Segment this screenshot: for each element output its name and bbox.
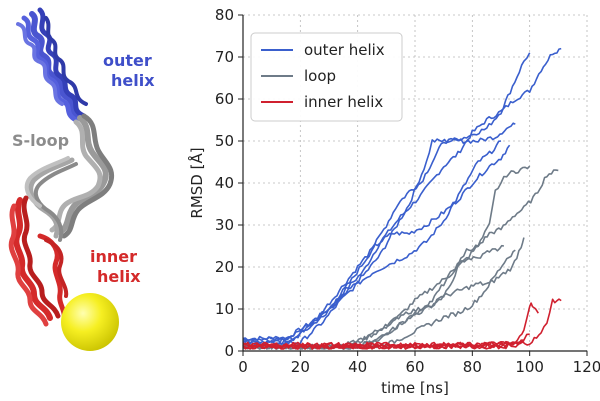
y-tick-label-2: 20 (215, 258, 234, 276)
series-1-run-4 (242, 249, 516, 350)
x-tick-label-5: 100 (515, 358, 544, 376)
series-2-run-4 (242, 343, 519, 350)
y-tick-label-3: 30 (215, 216, 234, 234)
series-0-run-4 (242, 140, 502, 346)
tick-labels: 0 20 40 60 80 100 120 0 10 20 30 40 50 60 70 80 (215, 6, 600, 376)
x-tick-label-0: 0 (238, 358, 248, 376)
x-tick-label-6: 120 (573, 358, 600, 376)
series-0-run-1 (242, 52, 531, 346)
series-0-run-2 (242, 122, 516, 346)
y-tick-label-7: 70 (215, 48, 234, 66)
s-loop-label: S-loop (12, 131, 69, 150)
legend-box (250, 32, 403, 122)
y-tick-label-1: 10 (215, 300, 234, 318)
series-1-run-1 (242, 165, 531, 350)
x-axis-label: time [ns] (381, 379, 449, 397)
outer-helix-bundle (16, 7, 88, 123)
inner-helix-label-line2: helix (97, 267, 141, 286)
y-tick-label-6: 60 (215, 90, 234, 108)
yellow-sphere (61, 293, 119, 351)
series-2-run-3 (242, 339, 525, 348)
inner-helix-bundle (8, 195, 69, 327)
x-tick-label-4: 80 (463, 358, 482, 376)
molecule-illustration: outer helix S-loop inner helix (8, 7, 155, 351)
legend-label-0: outer helix (304, 41, 385, 59)
legend-label-1: loop (304, 67, 336, 85)
series-0-run-3 (242, 144, 511, 342)
outer-helix-label-line2: helix (111, 71, 155, 90)
y-axis-label: RMSD [Å] (187, 147, 206, 218)
series-layer (242, 47, 562, 350)
x-tick-label-3: 60 (405, 358, 424, 376)
legend-label-2: inner helix (304, 93, 383, 111)
y-tick-label-8: 80 (215, 6, 234, 24)
s-loop-bundle (24, 113, 114, 242)
inner-helix-label-line1: inner (90, 247, 137, 266)
x-tick-label-2: 40 (348, 358, 367, 376)
y-tick-label-4: 40 (215, 174, 234, 192)
y-tick-label-0: 0 (224, 342, 234, 360)
x-tick-label-1: 20 (291, 358, 310, 376)
y-tick-label-5: 50 (215, 132, 234, 150)
outer-helix-label-line1: outer (103, 51, 152, 70)
legend: outer helix loop inner helix (250, 32, 403, 122)
rmsd-chart: 0 20 40 60 80 100 120 0 10 20 30 40 50 60 70 80 time [n… (187, 6, 600, 397)
